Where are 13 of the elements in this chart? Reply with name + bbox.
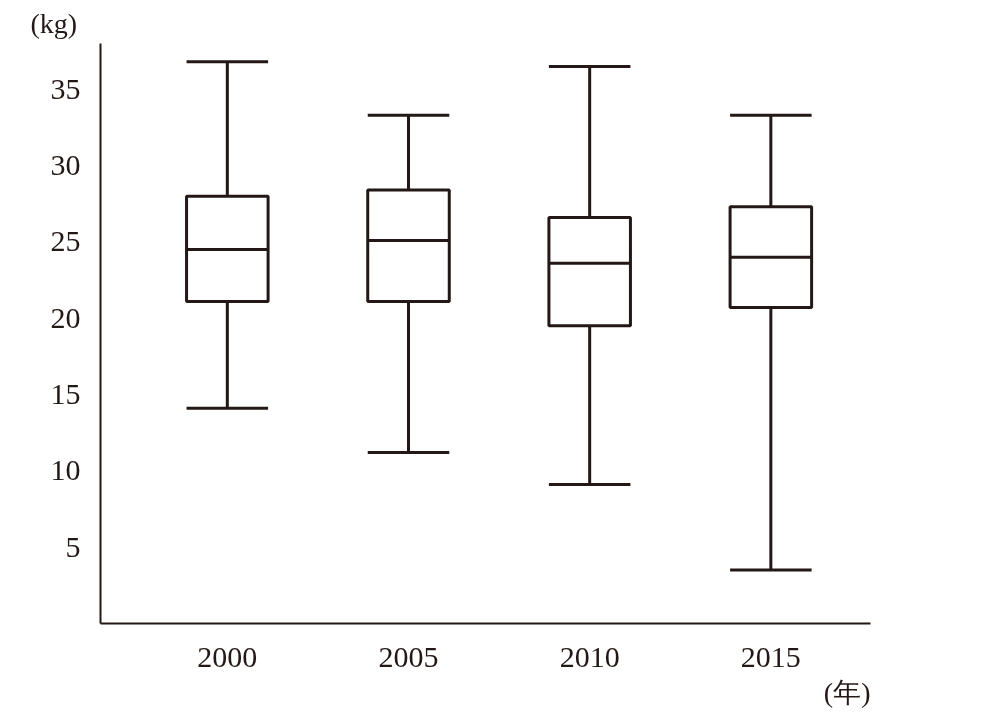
y-tick-label: 5 [65, 529, 81, 563]
y-tick-label: 20 [50, 300, 81, 334]
x-axis-title: (年) [823, 676, 871, 708]
x-tick-label: 2015 [740, 639, 801, 673]
x-tick-label: 2000 [197, 639, 258, 673]
y-tick-label: 30 [50, 148, 81, 182]
y-tick-label: 15 [50, 377, 81, 411]
y-tick-label: 10 [50, 453, 81, 487]
y-axis-title: (kg) [30, 7, 78, 39]
y-tick-label: 35 [50, 71, 81, 105]
y-tick-label: 25 [50, 224, 81, 258]
x-tick-label: 2010 [559, 639, 620, 673]
x-tick-label: 2005 [378, 639, 439, 673]
